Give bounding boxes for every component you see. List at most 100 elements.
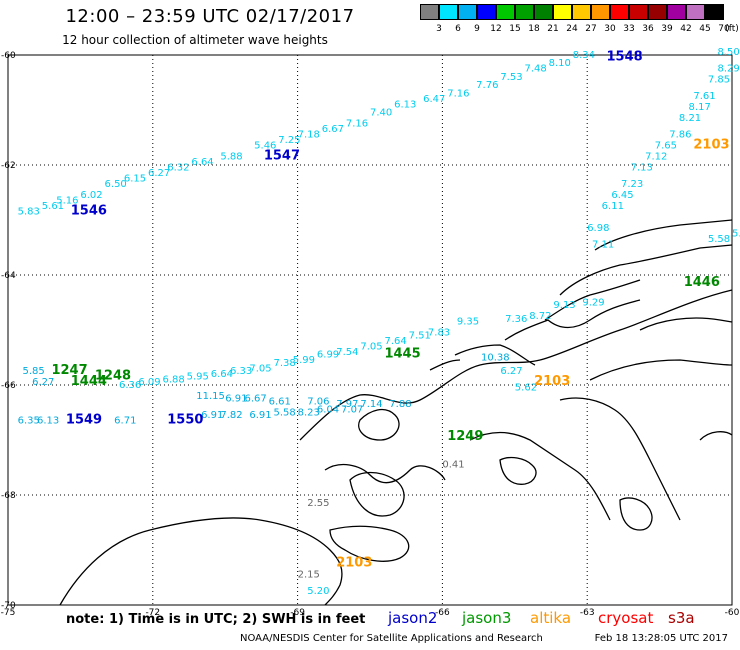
graticule: -75 -72 -69 -66 -63 -60 -60 -62 -64 -66 -68 -70 <box>1 51 740 618</box>
wave-height-label: 7.48 <box>524 64 546 75</box>
legend-swatch-36 <box>629 4 648 20</box>
wave-height-label: 7.36 <box>505 314 527 325</box>
legend-unit: (ft) <box>725 24 739 34</box>
legend-label-36: 36 <box>642 24 654 34</box>
legend-label-9: 9 <box>474 24 480 34</box>
wave-height-label: 8.34 <box>573 50 595 61</box>
wave-height-label: 6.09 <box>138 377 160 388</box>
legend-label-70: 70 <box>718 24 730 34</box>
lat-tick-label: -62 <box>1 161 16 171</box>
lon-tick-label: -75 <box>1 608 16 618</box>
pass-time-label: 1548 <box>607 50 643 65</box>
wave-height-label: 6.71 <box>114 416 136 427</box>
satellite-jason3: jason3 <box>462 609 512 627</box>
legend-label-30: 30 <box>604 24 616 34</box>
wave-height-label: 6.04 <box>317 405 339 416</box>
wave-height-label: 8.72 <box>529 311 551 322</box>
wave-height-label: 5.20 <box>307 586 329 597</box>
wave-height-label: 7.16 <box>346 119 368 130</box>
pass-time-label: 1248 <box>95 369 131 384</box>
wave-height-label: 6.32 <box>167 163 189 174</box>
wave-height-label: 7.05 <box>249 363 271 374</box>
generated-timestamp: Feb 18 13:28:05 UTC 2017 <box>594 633 728 644</box>
lat-tick-label: -60 <box>1 51 16 61</box>
pass-time-label: 1446 <box>684 275 720 290</box>
wave-height-label: 7.07 <box>341 405 363 416</box>
legend-label-24: 24 <box>566 24 578 34</box>
wave-height-label: 11.15 <box>196 391 225 402</box>
track-altika: 8.50 8.297.85 7.618.178.21 7.867.657.127.13… <box>307 47 740 597</box>
wave-height-label: 8.10 <box>549 58 571 69</box>
wave-height-label: 5.46 <box>254 141 276 152</box>
legend-label-33: 33 <box>623 24 635 34</box>
legend-swatch-18 <box>515 4 534 20</box>
wave-height-label: 7.06 <box>307 396 329 407</box>
map-title: 12:00 – 23:59 UTC 02/17/2017 <box>65 6 355 27</box>
track-jason2: 8.348.107.487.537.767.166.476.137.407.16… <box>18 50 643 219</box>
pass-time-label: 2103 <box>693 138 729 153</box>
legend-label-6: 6 <box>455 24 461 34</box>
wave-height-label: 6.27 <box>148 168 170 179</box>
pass-time-label: 1249 <box>447 429 483 444</box>
wave-height-label: 6.64 <box>211 369 233 380</box>
wave-height-label: 8.23 <box>298 407 320 418</box>
wave-height-label: 9.35 <box>457 317 479 328</box>
satellite-cryosat: cryosat <box>598 609 654 627</box>
wave-height-label: 7.18 <box>298 130 320 141</box>
wave-height-label: 6.27 <box>500 366 522 377</box>
wave-height-label: 7.53 <box>500 72 522 83</box>
legend-label-39: 39 <box>661 24 673 34</box>
wave-height-label: 6.50 <box>105 179 127 190</box>
wave-height-label: 6.36 <box>119 380 141 391</box>
wave-height-label: 6.99 <box>317 350 339 361</box>
wave-height-label: 5.43 <box>732 229 740 240</box>
lon-tick-label: -72 <box>145 608 160 618</box>
wave-height-label: 5.58 <box>708 234 730 245</box>
wave-height-label: 7.14 <box>360 399 382 410</box>
wave-height-label: 7.65 <box>655 141 677 152</box>
wave-height-label: 6.02 <box>80 190 102 201</box>
legend-swatch-33 <box>610 4 629 20</box>
legend-swatch-3 <box>420 4 439 20</box>
wave-height-label: 5.88 <box>220 152 242 163</box>
pass-time-label: 2103 <box>534 374 570 389</box>
pass-time-label: 1549 <box>66 413 102 428</box>
legend-swatch-27 <box>572 4 591 20</box>
legend-label-27: 27 <box>585 24 597 34</box>
wave-height-label: 5.62 <box>515 383 537 394</box>
legend-swatch-45 <box>686 4 705 20</box>
wave-height-label: 6.11 <box>602 201 624 212</box>
wave-height-label: 5.83 <box>18 207 40 218</box>
legend-swatch-15 <box>496 4 515 20</box>
wave-height-label: 7.61 <box>693 91 715 102</box>
legend-swatch-42 <box>667 4 686 20</box>
wave-height-label: 6.15 <box>124 174 146 185</box>
wave-height-label: 7.05 <box>360 341 382 352</box>
wave-height-label: 6.91 <box>225 394 247 405</box>
lat-tick-label: -66 <box>1 381 16 391</box>
wave-height-label: 6.13 <box>394 99 416 110</box>
map-subtitle: 12 hour collection of altimeter wave hei… <box>62 33 328 47</box>
legend-swatch-6 <box>439 4 458 20</box>
pass-time-label: 2103 <box>336 556 372 571</box>
wave-height-label: 5.61 <box>42 201 64 212</box>
wave-height-label: 9.13 <box>553 300 575 311</box>
lon-tick-label: -66 <box>435 608 450 618</box>
legend-swatch-30 <box>591 4 610 20</box>
wave-height-label: 2.15 <box>298 570 320 581</box>
coastline <box>59 219 733 606</box>
pass-time-label: 1547 <box>264 149 300 164</box>
wave-height-label: 6.33 <box>230 366 252 377</box>
wave-height-label: 6.67 <box>322 124 344 135</box>
lon-tick-label: -63 <box>580 608 595 618</box>
wave-height-label: 7.88 <box>389 399 411 410</box>
wave-height-label: 7.51 <box>409 330 431 341</box>
wave-height-label: 5.16 <box>56 196 78 207</box>
lon-tick-label: -60 <box>725 608 740 618</box>
wave-height-label: 7.40 <box>370 108 392 119</box>
wave-height-label: 8.17 <box>689 102 711 113</box>
wave-height-label: 6.61 <box>269 396 291 407</box>
wave-height-label: 7.13 <box>631 163 653 174</box>
satellite-s3a: s3a <box>668 609 695 627</box>
